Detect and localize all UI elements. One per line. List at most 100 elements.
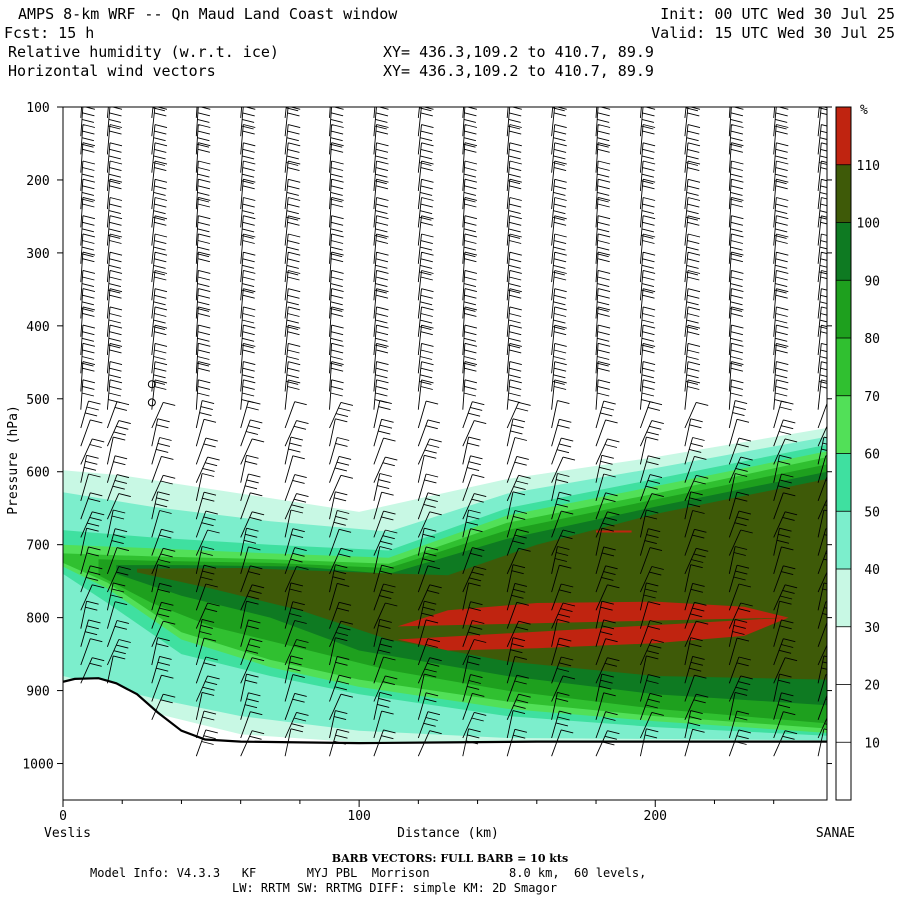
wind-barb — [80, 142, 96, 173]
wind-barb — [151, 324, 168, 356]
terrain-line — [63, 677, 827, 745]
wind-barb — [417, 638, 441, 666]
wind-barb — [462, 509, 481, 538]
wind-barb — [240, 711, 263, 739]
wind-barb — [773, 454, 792, 483]
wind-barb — [817, 455, 827, 483]
wind-barb — [551, 510, 574, 538]
wind-barb — [80, 361, 96, 392]
wind-barb — [329, 620, 354, 647]
wind-barb — [240, 619, 261, 647]
wind-barb — [595, 438, 620, 465]
wind-barb — [284, 655, 304, 684]
wind-barb — [817, 124, 827, 155]
wind-barb — [329, 324, 344, 356]
wind-barb — [373, 251, 389, 283]
wind-barb — [773, 178, 789, 210]
wind-barb — [462, 566, 487, 593]
calm-wind-marker — [147, 398, 156, 407]
wind-barb — [773, 600, 792, 629]
x-tick-label: 200 — [644, 809, 667, 824]
wind-barb — [551, 637, 572, 666]
wind-barb — [639, 455, 661, 483]
valid-time: Valid: 15 UTC Wed 30 Jul 25 — [651, 24, 895, 42]
wind-barb — [684, 601, 707, 629]
wind-barb — [151, 655, 172, 684]
wind-barb — [417, 511, 442, 538]
wind-barb — [817, 509, 827, 538]
wind-barb — [817, 621, 827, 647]
wind-barb — [106, 547, 130, 575]
wind-barb — [684, 142, 701, 173]
colorbar-swatch — [836, 164, 851, 223]
wind-barb — [284, 420, 309, 447]
wind-barb — [506, 306, 522, 337]
wind-barb — [595, 269, 611, 301]
wind-barb — [728, 107, 731, 118]
colorbar-label: 60 — [864, 448, 880, 463]
y-tick-label: 300 — [26, 247, 49, 262]
wind-barb — [151, 401, 176, 429]
wind-barb — [329, 418, 348, 447]
wind-barb — [551, 602, 576, 629]
terrain — [63, 677, 827, 800]
wind-barb — [773, 124, 789, 155]
wind-barb — [195, 306, 211, 337]
colorbar: 10 20 30 40 50 60 70 80 90 100 110 — [835, 106, 880, 801]
wind-barb — [773, 692, 794, 720]
wind-barb — [551, 124, 567, 155]
wind-barb — [728, 215, 744, 246]
wind-barb — [373, 529, 398, 556]
wind-barb — [284, 674, 305, 702]
wind-barb — [373, 178, 389, 210]
wind-barb — [329, 455, 352, 483]
wind-barb — [195, 196, 211, 228]
wind-barb — [417, 454, 437, 483]
wind-barb — [639, 655, 659, 684]
wind-barb — [329, 401, 354, 429]
wind-barb — [373, 602, 398, 629]
wind-barb — [773, 419, 796, 447]
wind-barb — [817, 728, 827, 757]
wind-barb — [373, 564, 394, 593]
wind-barb — [195, 361, 211, 392]
wind-barb — [417, 324, 434, 356]
wind-barb — [773, 107, 789, 137]
plot-frame — [62, 106, 828, 801]
wind-barb — [684, 418, 703, 447]
wind-barb — [817, 402, 827, 429]
wind-barb — [684, 306, 701, 337]
wind-barb — [80, 107, 96, 137]
wind-barb — [195, 324, 211, 356]
wind-barb — [728, 656, 752, 684]
wind-barb — [506, 288, 522, 319]
wind-barb — [639, 711, 664, 739]
wind-barb — [506, 528, 529, 556]
wind-barb — [817, 342, 827, 374]
wind-barb — [373, 142, 389, 173]
wind-barb — [284, 566, 309, 593]
wind-barb — [151, 491, 170, 520]
wind-barb — [684, 288, 701, 319]
wind-barb — [195, 564, 217, 593]
y-tick-label: 600 — [26, 466, 49, 481]
wind-barb — [417, 178, 434, 210]
wind-barbs — [80, 107, 827, 757]
wind-barb — [684, 233, 701, 264]
wind-barb — [80, 379, 96, 410]
colorbar-label: 30 — [864, 621, 880, 636]
wind-barb — [462, 528, 483, 556]
wind-barb — [684, 728, 705, 757]
wind-barb — [106, 474, 130, 502]
wind-barb — [240, 178, 256, 210]
wind-barb — [195, 675, 220, 702]
wind-barb — [728, 269, 744, 301]
wind-barb — [817, 425, 827, 447]
wind-barb — [551, 618, 570, 647]
wind-barb — [595, 233, 611, 264]
calm-wind-marker — [147, 380, 156, 389]
wind-barb — [284, 379, 301, 410]
wind-barb — [373, 691, 392, 720]
wind-barb — [639, 474, 663, 502]
wind-barb — [551, 197, 567, 228]
